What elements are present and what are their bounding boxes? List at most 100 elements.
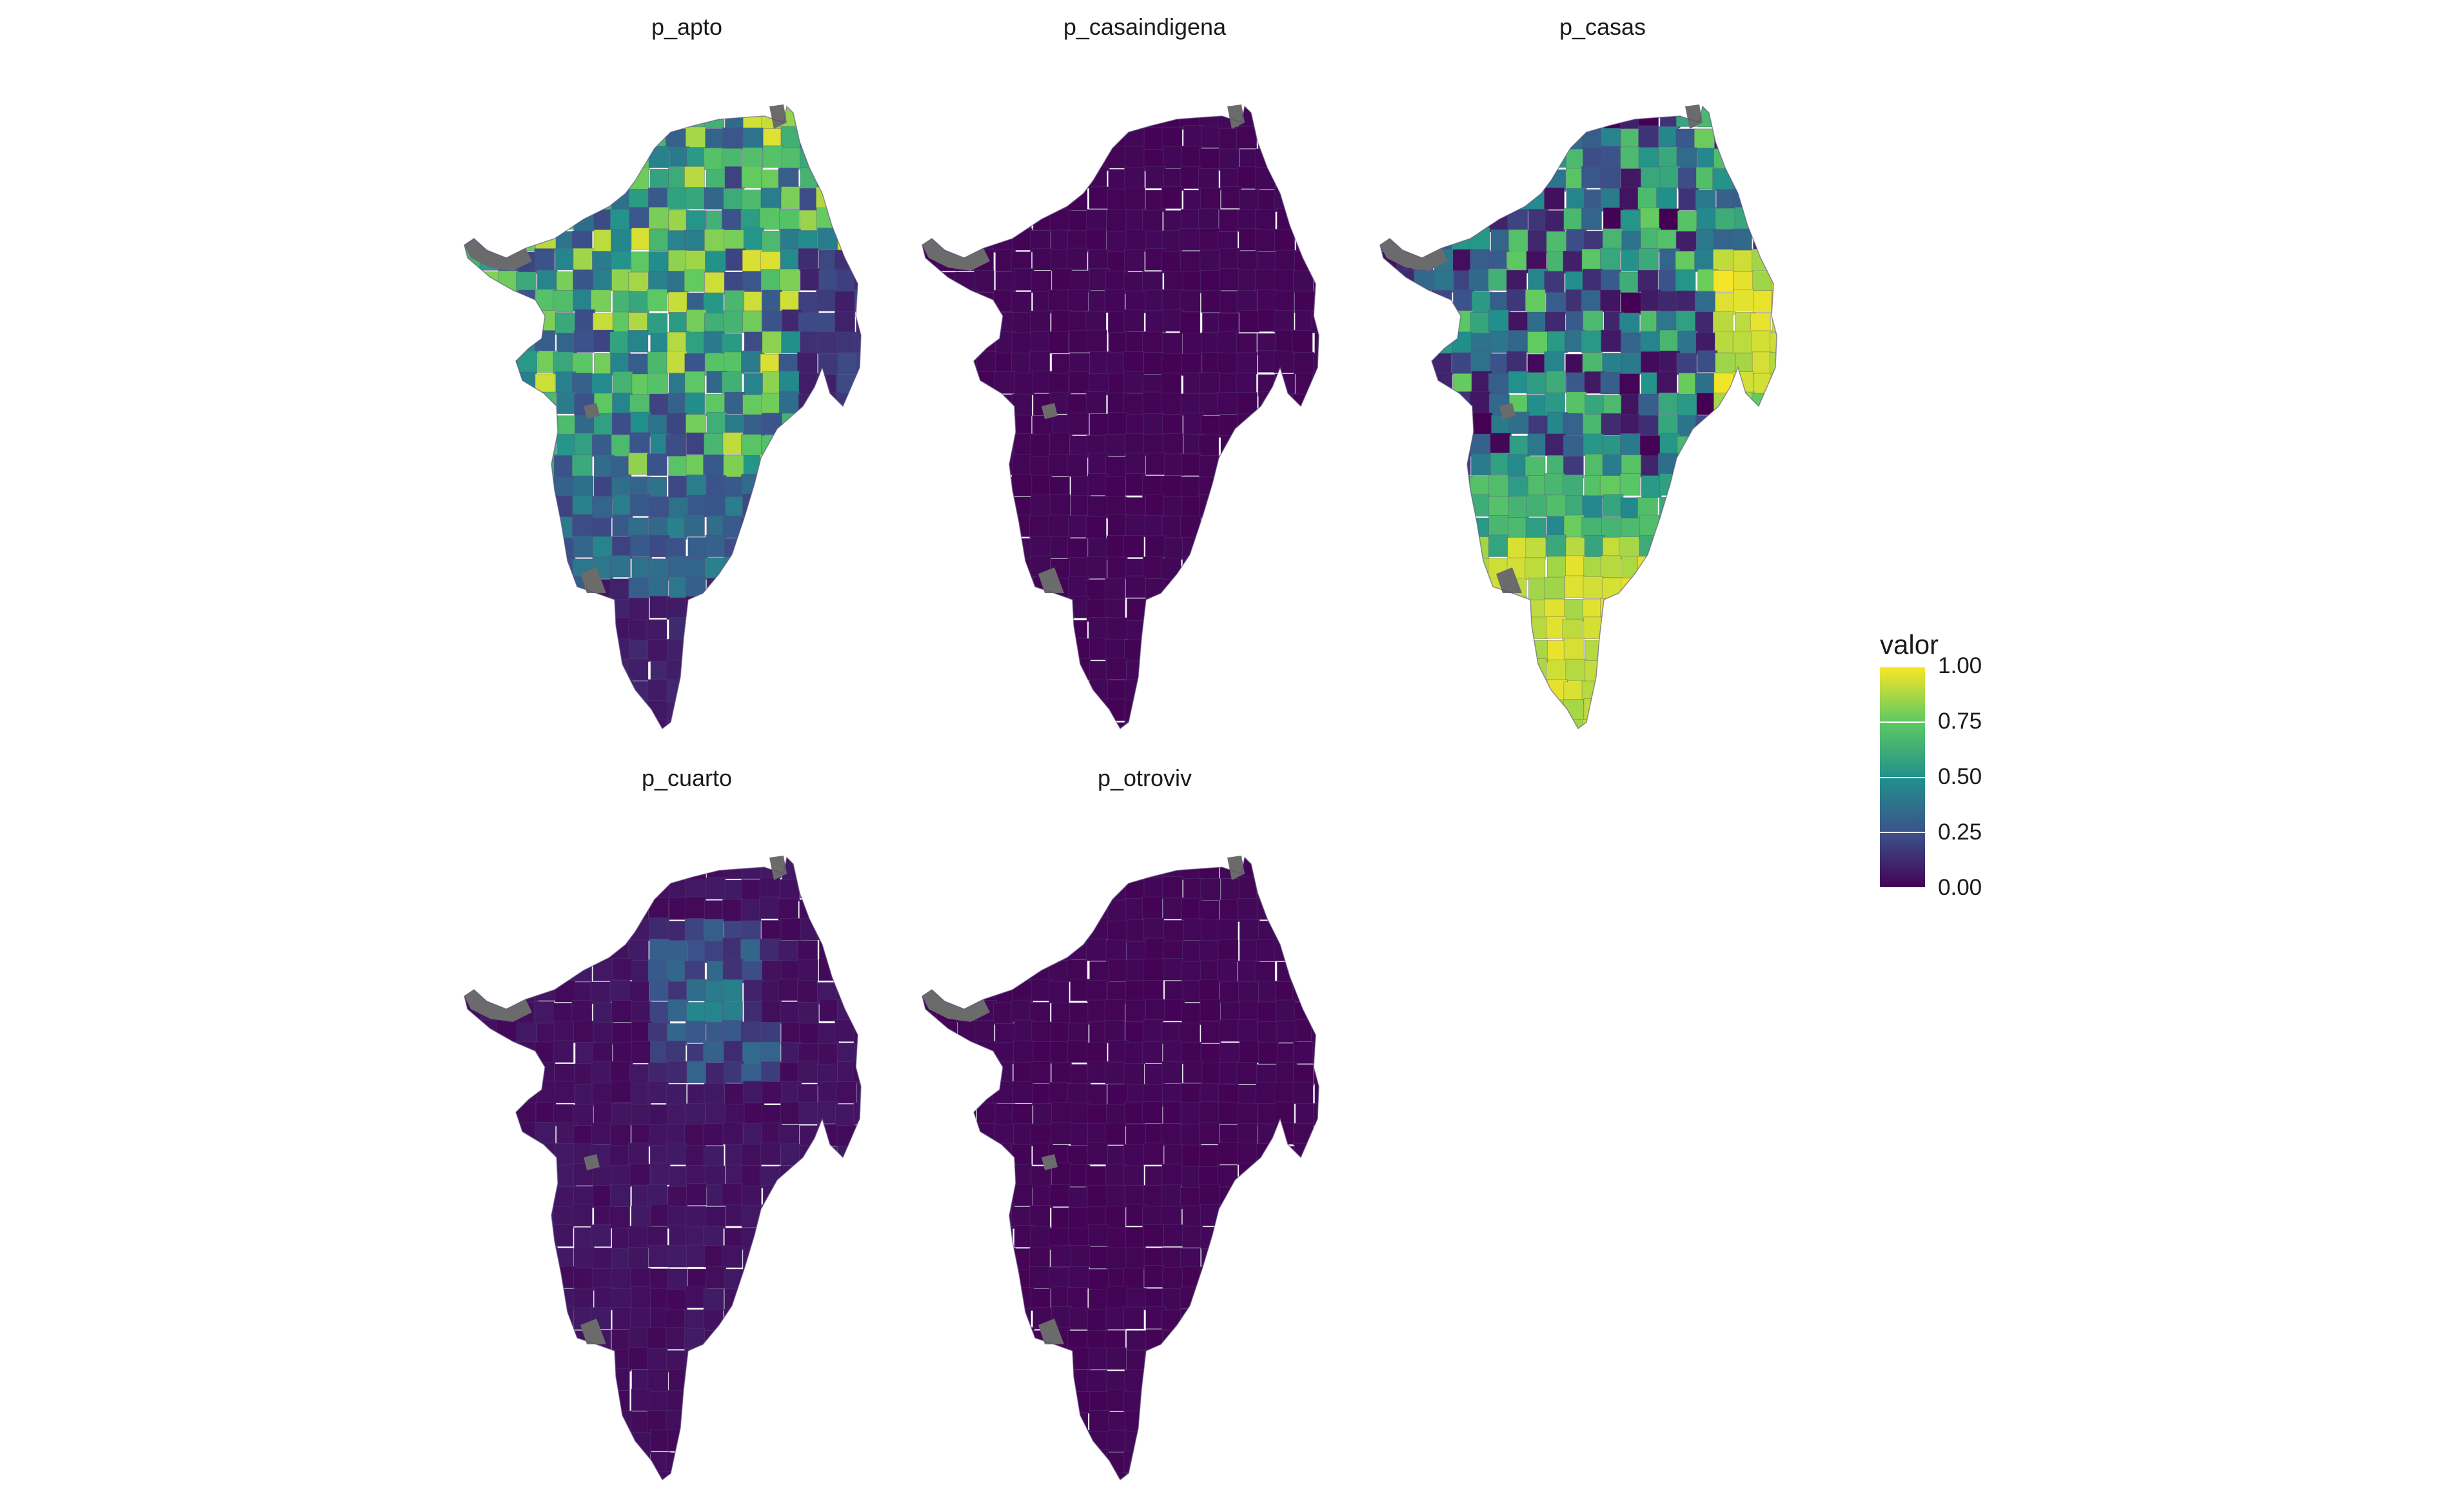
map-region <box>1256 939 1277 962</box>
map-region <box>629 207 650 230</box>
map-region <box>571 1204 593 1227</box>
map-region <box>957 124 978 148</box>
map-region <box>594 818 614 840</box>
map-region <box>936 1348 957 1371</box>
map-region <box>1527 230 1548 253</box>
map-region <box>535 495 557 518</box>
map-region <box>1123 535 1145 558</box>
map-region <box>1678 106 1699 109</box>
map-region <box>572 495 593 518</box>
map-region <box>1107 188 1128 211</box>
map-region <box>1292 722 1313 729</box>
map-region <box>609 169 630 192</box>
map-region <box>573 1268 595 1290</box>
map-region <box>1380 555 1397 578</box>
map-region <box>629 1308 651 1330</box>
map-region <box>649 168 671 191</box>
map-region <box>684 515 705 537</box>
map-region <box>1380 720 1398 729</box>
map-region <box>724 798 744 820</box>
map-region <box>1712 311 1734 334</box>
map-region <box>1105 598 1126 622</box>
map-region <box>761 290 782 313</box>
map-region <box>1468 720 1490 729</box>
map-region <box>1295 1430 1316 1453</box>
map-region <box>938 1165 959 1188</box>
map-region <box>1470 637 1492 660</box>
map-region <box>556 415 577 438</box>
map-region <box>1029 515 1051 538</box>
map-region <box>1380 167 1399 190</box>
map-region <box>818 797 838 819</box>
map-region <box>575 1349 596 1372</box>
map-region <box>1125 1123 1147 1146</box>
map-region <box>1237 209 1258 232</box>
map-region <box>611 700 632 722</box>
map-region <box>995 188 1016 211</box>
map-region <box>534 248 555 271</box>
map-region <box>1069 1266 1090 1289</box>
city-boundary <box>922 105 1319 730</box>
map-region <box>741 106 762 110</box>
map-region <box>1491 46 1511 68</box>
map-region <box>497 1388 518 1411</box>
map-region <box>1163 1451 1185 1475</box>
map-region <box>534 858 555 861</box>
map-region <box>518 1063 539 1086</box>
map-region <box>1545 433 1566 456</box>
map-region <box>834 1330 855 1352</box>
map-region <box>631 1041 652 1064</box>
map-region <box>1656 681 1677 704</box>
map-region <box>499 1061 520 1085</box>
map-region <box>1312 67 1332 89</box>
map-region <box>1507 596 1528 620</box>
map-region <box>591 1061 612 1084</box>
map-region <box>1432 557 1454 580</box>
map-region <box>591 373 613 396</box>
map-region <box>816 289 837 311</box>
map-region <box>1087 796 1107 816</box>
map-region <box>781 1248 802 1270</box>
map-region <box>1676 455 1697 478</box>
map-region <box>740 596 762 620</box>
map-region <box>1049 699 1070 722</box>
map-region <box>464 1082 480 1105</box>
map-region <box>994 494 1015 517</box>
map-region <box>815 702 836 724</box>
map-region <box>1506 166 1527 189</box>
map-region <box>1089 680 1110 702</box>
map-region <box>499 958 520 981</box>
map-region <box>1488 515 1510 538</box>
map-region <box>1314 1083 1319 1106</box>
map-region <box>1050 1391 1071 1413</box>
map-region <box>555 1143 576 1166</box>
map-region <box>612 494 633 516</box>
map-region <box>955 393 976 417</box>
map-region <box>1752 330 1773 353</box>
map-region <box>1069 638 1091 661</box>
map-region <box>480 209 501 232</box>
map-region <box>1565 67 1585 89</box>
map-region <box>1488 658 1510 682</box>
map-region <box>1620 146 1641 170</box>
map-region <box>593 1022 614 1045</box>
map-region <box>1293 351 1314 375</box>
map-region <box>724 1328 745 1351</box>
map-region <box>1771 146 1777 169</box>
map-region <box>1658 126 1679 149</box>
map-region <box>1294 495 1315 518</box>
map-region <box>992 1471 1013 1480</box>
map-region <box>628 1143 649 1165</box>
map-region <box>1508 722 1530 729</box>
map-region <box>922 496 940 520</box>
map-region <box>1527 148 1548 171</box>
map-region <box>957 858 978 879</box>
map-region <box>1070 66 1090 88</box>
map-region <box>954 576 976 599</box>
map-region <box>1014 637 1035 660</box>
map-region <box>994 106 1015 129</box>
map-region <box>651 818 671 839</box>
map-region <box>1068 1450 1089 1473</box>
map-region <box>1450 598 1471 621</box>
map-region <box>1488 268 1509 291</box>
